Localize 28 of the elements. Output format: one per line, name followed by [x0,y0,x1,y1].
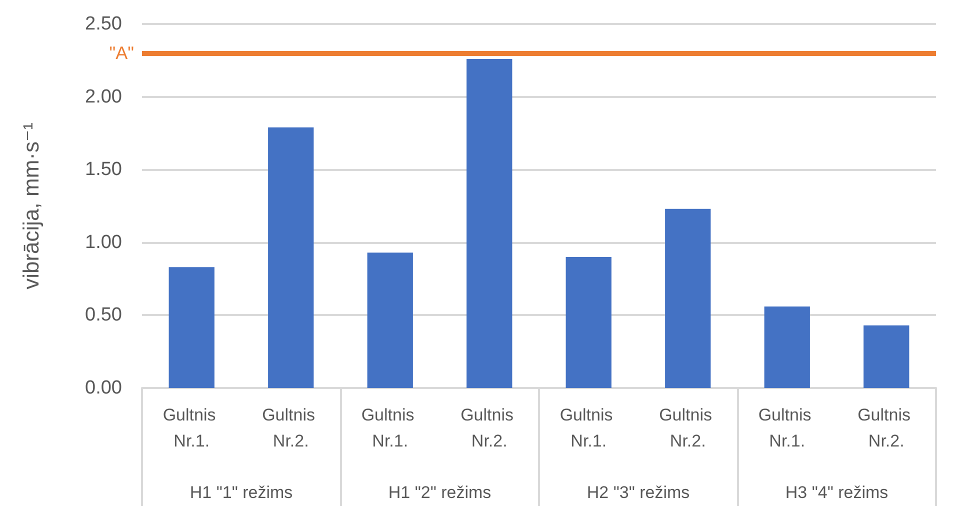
bar [168,267,214,388]
text: H3 "4" režims [785,483,888,502]
y-tick-label: 1.50 [85,159,122,180]
x-tick-label: Gultnis Nr.2. [858,406,916,450]
bar [764,306,810,388]
y-tick-label: 2.00 [85,86,122,108]
bar [268,127,314,388]
y-tick-label: 0.00 [85,378,122,398]
x-tick-label: Gultnis Nr.1. [758,406,816,450]
x-tick-label: Gultnis Nr.2. [460,406,518,450]
x-tick-label: Gultnis Nr.1. [361,406,419,450]
bar [665,208,711,388]
x-tick-label: Gultnis Nr.1. [162,406,220,450]
text: H2 "3" režims [586,483,690,502]
x-tick-label: Gultnis Nr.2. [659,406,717,450]
y-tick-label: 0.50 [85,304,122,326]
bar [466,58,512,388]
bar [367,252,413,388]
bar [566,256,612,388]
text: H1 "2" režims [388,483,492,502]
y-axis-title: vibrācija, mm·s⁻¹ [18,122,44,290]
text: H1 "1" režims [190,483,293,502]
y-tick-label: 2.50 [85,14,122,34]
x-tick-label: Gultnis Nr.1. [560,406,618,450]
ref-line-label: "A" [109,43,134,64]
bar [864,325,910,388]
y-tick-label: 1.00 [85,232,122,253]
x-tick-label: Gultnis Nr.2. [262,406,320,450]
